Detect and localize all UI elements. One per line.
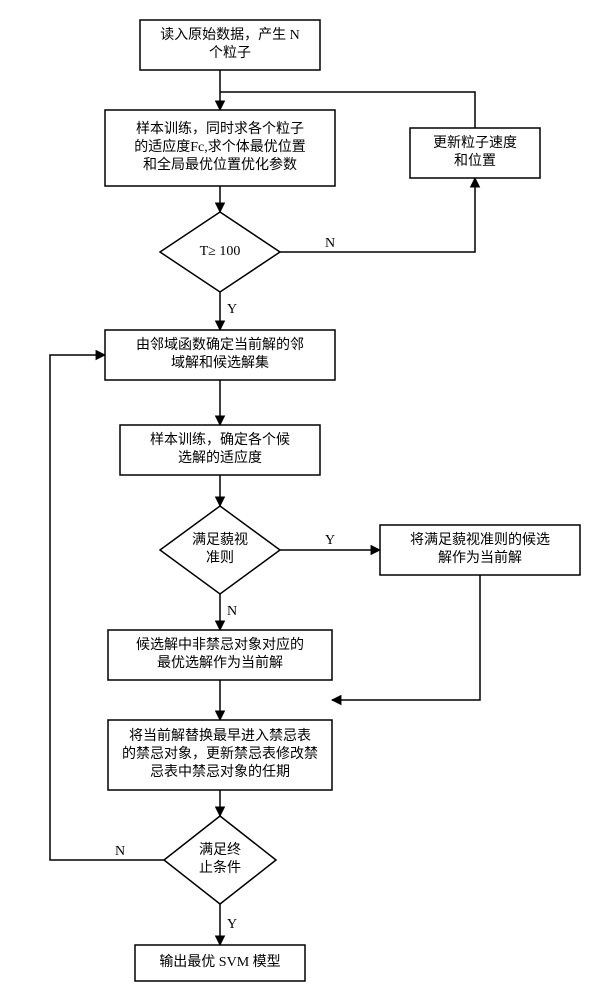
edge-label-e8: Y: [325, 533, 335, 548]
d2-line-1: 准则: [206, 550, 234, 566]
edge-label-e14: Y: [227, 917, 237, 932]
n2b-line-1: 和位置: [454, 153, 496, 169]
n1-line-1: 个粒子: [209, 45, 251, 61]
edge-label-e13: N: [115, 844, 125, 859]
node-n3: 由邻域函数确定当前解的邻域解和候选解集: [105, 330, 335, 380]
n6-line-1: 最优选解作为当前解: [157, 654, 283, 671]
n7-line-0: 将当前解替换最早进入禁忌表: [129, 727, 311, 744]
n2-line-1: 的适应度Fc,求个体最优位置: [134, 138, 306, 155]
node-n1: 读入原始数据，产生 N 个粒子: [140, 20, 320, 70]
n5-line-0: 将满足藐视准则的候选: [410, 532, 550, 548]
node-n4: 样本训练，确定各个候选解的适应度: [120, 425, 320, 475]
n4-line-1: 选解的适应度: [178, 449, 262, 466]
d1-line-0: T≥ 100: [200, 244, 241, 259]
node-d3: 满足终止条件: [164, 816, 276, 904]
n2-line-2: 和全局最优位置优化参数: [143, 156, 297, 173]
n2-line-0: 样本训练，同时求各个粒子: [136, 121, 304, 137]
node-n2: 样本训练，同时求各个粒子的适应度Fc,求个体最优位置和全局最优位置优化参数: [105, 110, 335, 186]
node-d1: T≥ 100: [160, 212, 280, 292]
edge-label-e5: Y: [227, 302, 237, 317]
edge-label-e9: N: [227, 604, 237, 619]
d2-line-0: 满足藐视: [192, 532, 248, 548]
n5-line-1: 解作为当前解: [438, 549, 522, 566]
node-n5: 将满足藐视准则的候选解作为当前解: [380, 525, 580, 575]
d3-line-0: 满足终: [199, 842, 241, 858]
d3-line-1: 止条件: [199, 859, 241, 876]
edge-e11: [332, 575, 480, 700]
n2b-line-0: 更新粒子速度: [433, 135, 517, 151]
node-n7: 将当前解替换最早进入禁忌表的禁忌对象，更新禁忌表修改禁忌表中禁忌对象的任期: [108, 720, 332, 790]
n7-line-2: 忌表中禁忌对象的任期: [150, 764, 290, 780]
n3-line-0: 由邻域函数确定当前解的邻: [136, 336, 304, 353]
node-n2b: 更新粒子速度和位置: [410, 128, 540, 178]
node-n8: 输出最优 SVM 模型: [135, 945, 305, 981]
flowchart: 读入原始数据，产生 N 个粒子样本训练，同时求各个粒子的适应度Fc,求个体最优位置…: [0, 0, 608, 1000]
edge-e3: [280, 178, 475, 252]
node-n6: 候选解中非禁忌对象对应的最优选解作为当前解: [108, 630, 332, 680]
n3-line-1: 域解和候选解集: [171, 354, 269, 371]
n4-line-0: 样本训练，确定各个候: [150, 432, 290, 448]
n8-line-0: 输出最优 SVM 模型: [159, 954, 280, 970]
n1-line-0: 读入原始数据，产生 N: [160, 26, 300, 43]
edge-label-e3: N: [325, 236, 335, 251]
n6-line-0: 候选解中非禁忌对象对应的: [136, 636, 304, 653]
n7-line-1: 的禁忌对象，更新禁忌表修改禁: [122, 746, 318, 762]
node-d2: 满足藐视准则: [160, 506, 280, 594]
